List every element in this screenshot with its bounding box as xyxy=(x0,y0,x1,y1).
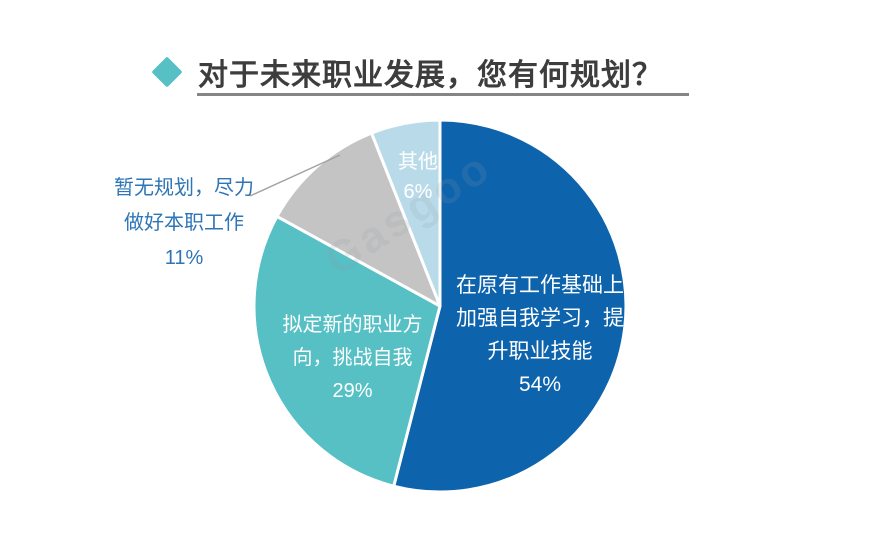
slice-label-other: 其他 6% xyxy=(398,151,438,203)
slice-label-self-learning: 在原有工作基础上 加强自我学习，提 升职业技能 54% xyxy=(456,274,624,396)
pie-slice-1 xyxy=(252,214,442,488)
slice-label-new-direction: 拟定新的职业方 向，挑战自我 29% xyxy=(282,314,423,402)
pie-slice-2 xyxy=(275,131,442,308)
pie-chart xyxy=(249,118,628,494)
pie-chart-area: Gasgoo 在原有工作基础上 加强自我学习，提 升职业技能 54% 拟定新的职… xyxy=(0,100,873,535)
page-title: 对于未来职业发展，您有何规划？ xyxy=(198,59,663,92)
pie-slice-3 xyxy=(370,118,442,308)
pie-slice-0 xyxy=(392,118,628,494)
title-diamond-icon xyxy=(151,56,183,88)
slice-label-no-plan: 暂无规划，尽力 做好本职工作 11% xyxy=(114,177,254,269)
title-underline xyxy=(197,93,689,96)
label-leader-line xyxy=(249,154,341,197)
